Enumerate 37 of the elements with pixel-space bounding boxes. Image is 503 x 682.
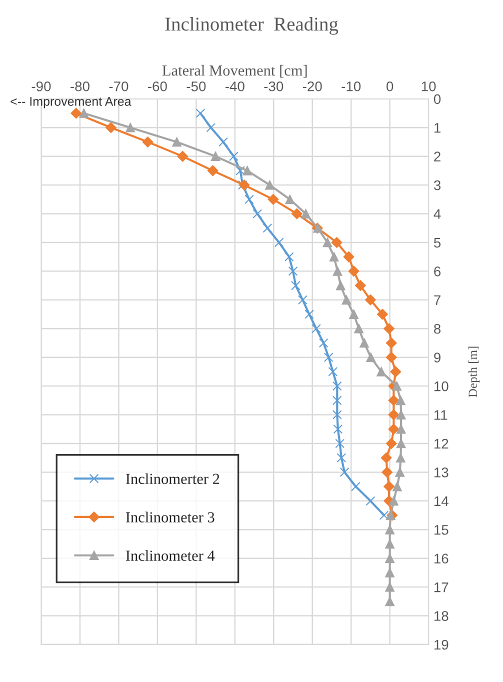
annotation: <-- Improvement Area: [10, 97, 132, 108]
x-tick-label: -10: [342, 81, 361, 92]
y-tick-label: 15: [434, 525, 448, 535]
y-tick-label: 19: [434, 640, 448, 650]
x-tick-label: -90: [32, 81, 51, 92]
y-tick-label: 12: [434, 438, 448, 449]
x-tick-label: -60: [148, 81, 167, 92]
y-tick-label: 18: [434, 611, 448, 621]
y-tick-label: 5: [434, 238, 441, 248]
y-tick-label: 2: [434, 152, 440, 162]
x-tick-label: -50: [186, 81, 206, 92]
y-tick-label: 11: [434, 410, 448, 420]
x-tick-label: 0: [386, 81, 394, 92]
y-tick-label: 1: [434, 123, 440, 133]
y-tick-label: 16: [434, 554, 448, 564]
y-tick-label: 6: [434, 266, 441, 276]
x-tick-label: -80: [70, 81, 90, 92]
y-tick-label: 10: [434, 381, 448, 392]
chart-title: Inclinometer Reading: [165, 17, 338, 35]
y-tick-label: 9: [434, 352, 440, 362]
legend-label: Inclinometer 4: [126, 550, 215, 561]
y-axis-title: Depth [m]: [468, 346, 480, 398]
x-tick-label: -20: [302, 81, 322, 92]
y-tick-label: 14: [434, 496, 448, 506]
x-tick-label: -40: [225, 81, 244, 92]
y-tick-label: 13: [434, 468, 448, 478]
x-axis-title: Lateral Movement [cm]: [162, 64, 307, 78]
y-tick-label: 4: [434, 209, 441, 219]
x-tick-label: -30: [264, 81, 284, 92]
y-tick-label: 8: [434, 324, 441, 334]
y-tick-label: 7: [434, 295, 440, 305]
x-tick-label: -70: [109, 81, 128, 92]
legend-label: Inclinometer 3: [126, 512, 214, 522]
y-tick-label: 3: [434, 180, 441, 190]
y-tick-label: 17: [434, 582, 448, 592]
y-tick-label: 0: [434, 94, 441, 104]
legend-label: Inclinomerter 2: [126, 473, 220, 484]
